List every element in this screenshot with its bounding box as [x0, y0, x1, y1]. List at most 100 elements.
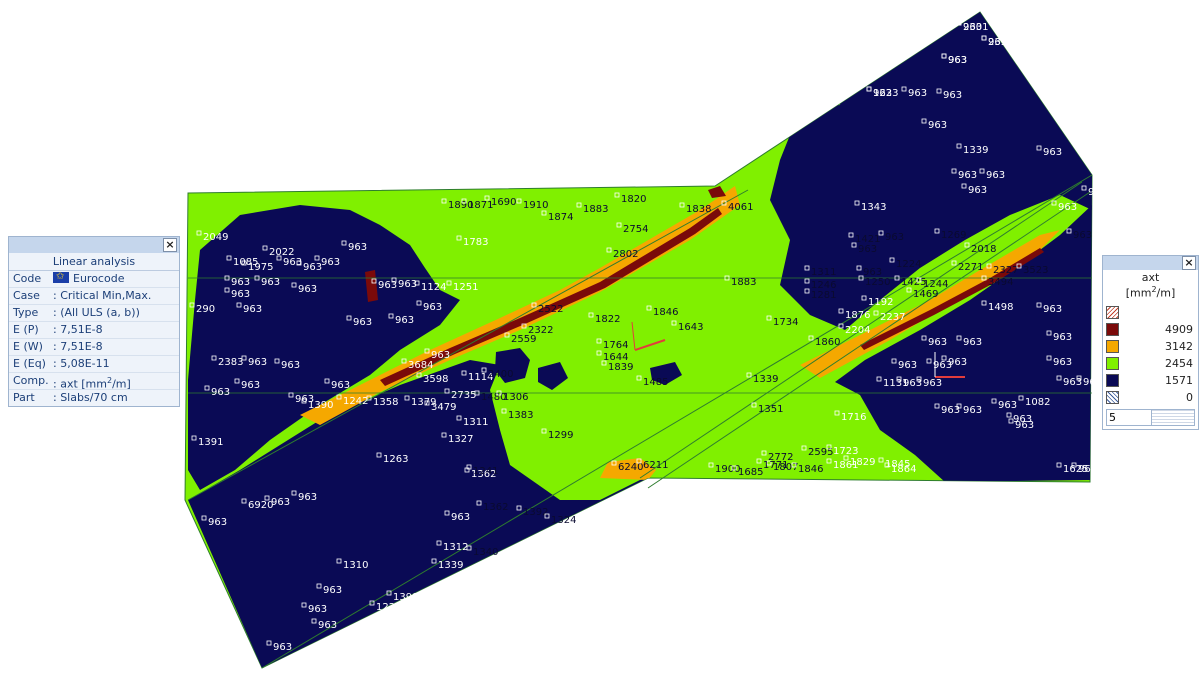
- value-label: 963: [271, 497, 290, 508]
- value-label: 963: [988, 37, 1007, 48]
- info-value: Eurocode: [53, 271, 179, 287]
- value-label: 1845: [885, 459, 910, 470]
- node-marker: [766, 460, 772, 466]
- info-panel-titlebar[interactable]: ×: [9, 237, 179, 253]
- node-marker: [858, 275, 864, 281]
- node-marker: [878, 457, 884, 463]
- info-key: Case: [13, 289, 40, 302]
- value-label: 1299: [548, 430, 573, 441]
- value-label: 1783: [463, 237, 488, 248]
- info-value: : (All ULS (a, b)): [53, 306, 140, 319]
- legend-row-1571[interactable]: 1571: [1103, 372, 1198, 389]
- node-marker: [941, 53, 947, 59]
- value-label: 1392: [523, 507, 548, 518]
- value-label: 1383: [508, 410, 533, 421]
- legend-row-2454[interactable]: 2454: [1103, 355, 1198, 372]
- value-label: 6240: [618, 462, 643, 473]
- value-label: 1327: [448, 434, 473, 445]
- value-label: 963: [431, 350, 450, 361]
- value-label: 963: [261, 277, 280, 288]
- node-marker: [873, 310, 879, 316]
- value-label: 1822: [595, 314, 620, 325]
- legend-row-over[interactable]: [1103, 304, 1198, 321]
- value-label: 963: [378, 280, 397, 291]
- node-marker: [866, 86, 872, 92]
- value-label: 963: [941, 405, 960, 416]
- value-label: 1250: [865, 277, 890, 288]
- value-label: 1625: [1063, 464, 1088, 475]
- node-marker: [241, 498, 247, 504]
- ridge-darkred-left: [380, 208, 722, 386]
- value-label: 963: [395, 315, 414, 326]
- value-label: 963: [283, 257, 302, 268]
- node-marker: [401, 358, 407, 364]
- value-label: 1807: [773, 462, 798, 473]
- value-label: 1876: [845, 310, 870, 321]
- node-marker: [596, 338, 602, 344]
- legend-panel: × axt [mm2/m] 4909 3142 2454 1571 0: [1102, 255, 1199, 430]
- node-marker: [466, 545, 472, 551]
- value-label: 1306: [503, 392, 528, 403]
- info-key: Part: [13, 391, 35, 404]
- node-marker: [241, 355, 247, 361]
- levels-input[interactable]: [1106, 408, 1152, 426]
- value-label: 1883: [583, 204, 608, 215]
- comp-prefix: : axt [mm: [53, 377, 107, 389]
- value-label: 963: [858, 244, 877, 255]
- value-label: 963: [1043, 304, 1062, 315]
- node-marker: [296, 260, 302, 266]
- value-label: 3684: [408, 360, 433, 371]
- info-panel-close-button[interactable]: ×: [163, 238, 177, 252]
- node-marker: [436, 540, 442, 546]
- value-label: 4061: [728, 202, 753, 213]
- node-marker: [416, 372, 422, 378]
- value-label: 1425: [901, 277, 926, 288]
- legend-row-4909[interactable]: 4909: [1103, 321, 1198, 338]
- value-label: 963: [308, 604, 327, 615]
- node-marker: [891, 358, 897, 364]
- node-marker: [981, 275, 987, 281]
- legend-row-0[interactable]: 0: [1103, 389, 1198, 406]
- node-marker: [611, 460, 617, 466]
- value-label: 2383: [218, 357, 243, 368]
- legend-close-button[interactable]: ×: [1182, 256, 1196, 270]
- node-marker: [371, 278, 377, 284]
- value-label: 2204: [845, 325, 870, 336]
- node-marker: [916, 376, 922, 382]
- node-marker: [808, 335, 814, 341]
- node-marker: [204, 385, 210, 391]
- value-label: 1339: [753, 374, 778, 385]
- info-key: Comp.: [13, 374, 49, 387]
- value-label: 1839: [608, 362, 633, 373]
- value-label: 1734: [773, 317, 798, 328]
- node-marker: [264, 495, 270, 501]
- value-label: 6211: [643, 460, 668, 471]
- legend-row-3142[interactable]: 3142: [1103, 338, 1198, 355]
- node-marker: [1081, 185, 1087, 191]
- value-label: 2301: [963, 22, 988, 33]
- ridge-darkred-top: [708, 186, 726, 198]
- node-marker: [496, 390, 502, 396]
- node-marker: [414, 280, 420, 286]
- node-marker: [314, 255, 320, 261]
- value-label: 963: [903, 378, 922, 389]
- value-label: 1485: [643, 377, 668, 388]
- value-label: 1690: [491, 197, 516, 208]
- node-marker: [878, 230, 884, 236]
- legend-title-unit: [mm2/m]: [1103, 284, 1198, 300]
- legend-value: 2454: [1165, 356, 1193, 370]
- legend-swatch-over: [1106, 305, 1119, 319]
- unit-prefix: [mm: [1125, 286, 1152, 300]
- zone-navy-right-middle: [835, 205, 1092, 482]
- node-marker: [466, 464, 472, 470]
- value-label: 963: [451, 512, 470, 523]
- value-label: 2559: [511, 334, 536, 345]
- node-marker: [236, 302, 242, 308]
- value-label: 963: [968, 185, 987, 196]
- levels-slider[interactable]: [1152, 408, 1195, 426]
- value-label: 1838: [686, 204, 711, 215]
- node-marker: [1008, 418, 1014, 424]
- legend-titlebar[interactable]: ×: [1103, 256, 1198, 270]
- value-label: 1362: [471, 469, 496, 480]
